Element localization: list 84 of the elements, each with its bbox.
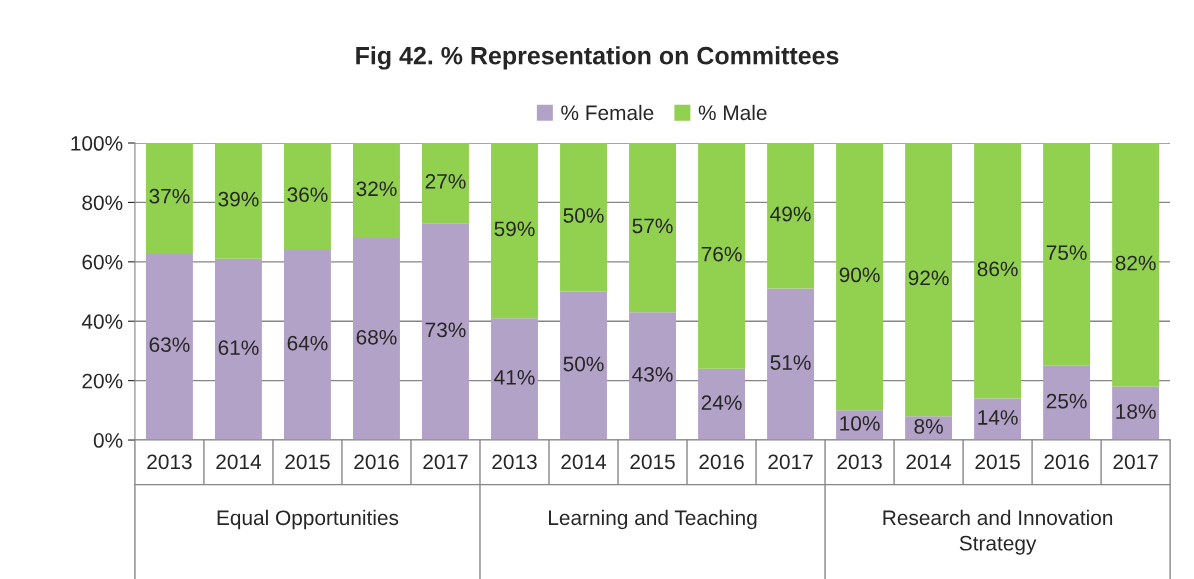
data-label: 90% <box>839 267 880 283</box>
bar <box>698 143 745 369</box>
bar <box>1043 143 1091 366</box>
bar <box>214 258 262 441</box>
data-label: 37% <box>149 188 190 204</box>
x-tick-label: 2014 <box>216 454 262 470</box>
bar <box>629 143 676 313</box>
bar <box>905 143 953 417</box>
x-tick-label: 2015 <box>285 454 330 470</box>
x-tick-label: 2015 <box>975 454 1020 470</box>
bar <box>283 249 331 441</box>
data-label: 68% <box>356 329 397 345</box>
bar <box>836 143 884 411</box>
data-label: 32% <box>356 181 397 197</box>
bar <box>974 398 1022 441</box>
y-tick-label: 100% <box>71 136 123 151</box>
x-tick-label: 2014 <box>561 454 607 470</box>
data-label: 61% <box>218 340 259 356</box>
y-tick-label: 60% <box>82 254 123 270</box>
x-tick-label: 2015 <box>630 454 675 470</box>
legend-label: % Male <box>698 104 767 121</box>
x-tick-label: 2017 <box>1113 454 1158 470</box>
bar <box>629 312 676 441</box>
data-label: 49% <box>770 206 811 222</box>
chart-title: Fig 42. % Representation on Committees <box>356 46 839 70</box>
bar <box>353 238 400 441</box>
data-label: 18% <box>1116 404 1156 419</box>
bar <box>145 143 193 253</box>
text: Learning and Teaching <box>549 509 757 530</box>
bar <box>1043 365 1091 441</box>
bar <box>560 291 607 441</box>
x-tick-label: 2016 <box>354 454 399 470</box>
x-tick-label: 2013 <box>147 454 192 470</box>
bar <box>1112 143 1160 387</box>
legend-label: % Female <box>561 104 654 121</box>
bar <box>422 223 469 441</box>
bar <box>145 252 193 441</box>
data-label: 50% <box>563 208 604 223</box>
bar <box>767 288 815 441</box>
data-label: 27% <box>425 173 466 189</box>
x-tick-label: 2017 <box>768 454 813 470</box>
bar <box>214 143 262 259</box>
data-label: 57% <box>632 218 673 234</box>
data-label: 63% <box>149 337 190 353</box>
data-label: 76% <box>701 246 742 262</box>
data-label: 64% <box>287 335 328 351</box>
data-label: 8% <box>914 419 943 434</box>
x-tick-label: 2014 <box>906 454 952 470</box>
bar <box>283 143 331 250</box>
x-tick-label: 2017 <box>423 454 468 470</box>
y-tick-label: 0% <box>93 433 123 448</box>
data-label: 14% <box>978 410 1018 425</box>
data-label: 51% <box>770 355 811 370</box>
data-label: 25% <box>1046 393 1087 409</box>
y-tick-label: 80% <box>82 195 123 211</box>
data-label: 86% <box>977 261 1018 277</box>
bar <box>767 143 815 289</box>
bar <box>974 143 1022 399</box>
x-tick-label: 2013 <box>837 454 882 470</box>
bar <box>353 143 400 239</box>
data-label: 39% <box>218 191 259 207</box>
data-label: 43% <box>632 367 673 382</box>
y-tick-label: 20% <box>82 373 123 389</box>
y-tick-label: 40% <box>81 314 123 329</box>
bar <box>491 143 538 319</box>
data-label: 59% <box>494 221 535 237</box>
bar <box>422 143 469 224</box>
data-label: 82% <box>1115 255 1156 271</box>
text: Research and Innovation Strategy <box>883 509 1113 555</box>
x-tick-label: 2013 <box>492 454 537 470</box>
data-label: 36% <box>287 187 328 203</box>
bar <box>698 368 745 441</box>
data-label: 50% <box>563 356 604 372</box>
text: Equal Opportunities <box>217 509 399 530</box>
data-label: 41% <box>494 370 535 385</box>
bar <box>560 143 607 292</box>
data-label: 24% <box>701 395 742 410</box>
x-tick-label: 2016 <box>699 454 744 470</box>
data-label: 92% <box>908 270 949 286</box>
bar <box>491 318 538 441</box>
data-label: 73% <box>425 322 466 338</box>
data-label: 10% <box>840 416 880 431</box>
x-tick-label: 2016 <box>1044 454 1089 470</box>
data-label: 75% <box>1046 245 1087 260</box>
